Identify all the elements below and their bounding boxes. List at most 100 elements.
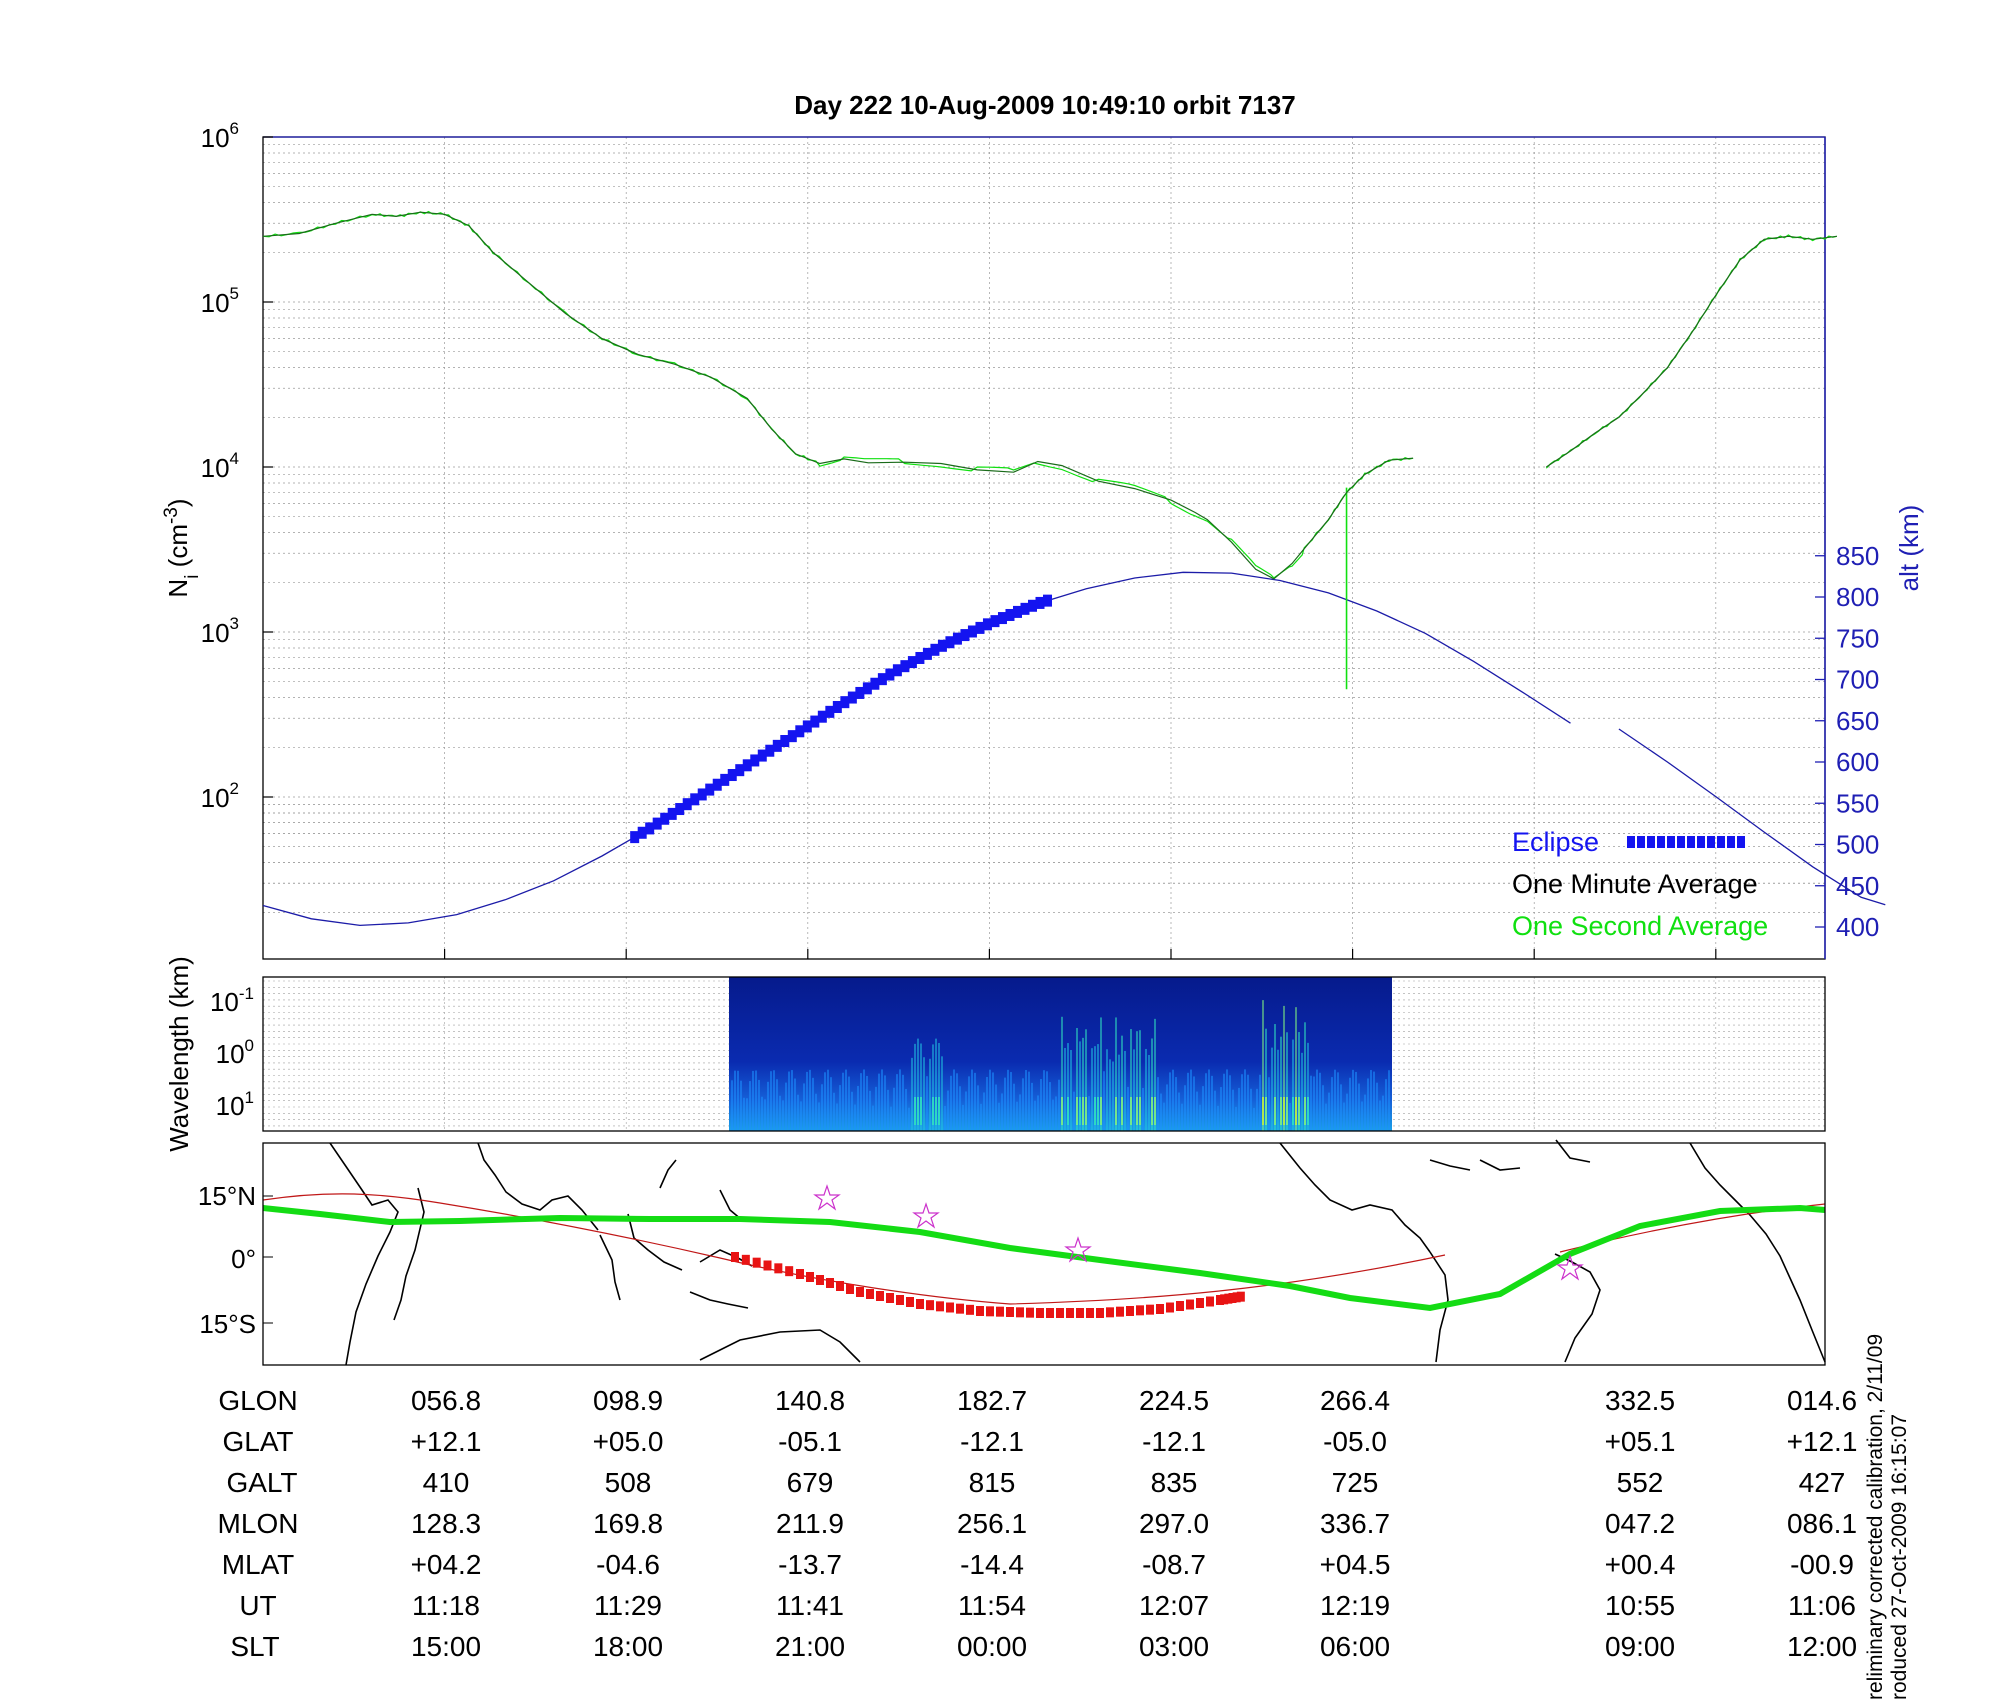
map-eclipse-marker	[1236, 1291, 1245, 1302]
spec-streak	[1337, 1072, 1339, 1131]
spec-streak	[950, 1075, 952, 1131]
station-star-3	[1064, 1236, 1092, 1263]
eclipse-marker	[787, 730, 797, 743]
left-tick-label: 102	[201, 779, 239, 813]
spec-streak	[1334, 1069, 1336, 1131]
spec-streak	[1385, 1079, 1387, 1131]
spec-streak	[1133, 1049, 1135, 1131]
table-cell: 128.3	[411, 1508, 481, 1539]
eclipse-marker	[930, 643, 940, 656]
eclipse-marker	[825, 705, 835, 718]
table-cell: -08.7	[1142, 1549, 1206, 1580]
eclipse-marker	[870, 677, 880, 690]
legend-eclipse-marker	[1687, 836, 1695, 848]
table-cell: +12.1	[411, 1426, 482, 1457]
spec-streak	[965, 1091, 967, 1131]
spec-streak	[1073, 1091, 1075, 1131]
eclipse-marker	[637, 826, 647, 839]
spec-streak	[920, 1043, 922, 1131]
legend-eclipse-label: Eclipse	[1512, 827, 1599, 857]
spec-streak	[1100, 1017, 1102, 1131]
station-star-1	[813, 1184, 841, 1211]
one-minute-average-line	[262, 211, 1414, 580]
eclipse-marker	[967, 625, 977, 638]
spec-streak	[1277, 1049, 1279, 1131]
spectrogram-streaks	[731, 1000, 1390, 1131]
spec-streak	[914, 1043, 916, 1131]
spec-streak	[1361, 1101, 1363, 1131]
map-eclipse-marker	[1136, 1305, 1144, 1316]
map-eclipse-marker	[1156, 1304, 1164, 1314]
map-eclipse-marker	[1206, 1296, 1214, 1307]
map-eclipse-marker	[731, 1252, 739, 1262]
spec-streak	[932, 1044, 934, 1131]
spec-streak	[1181, 1103, 1183, 1131]
spec-streak	[1289, 1103, 1291, 1131]
spec-streak	[857, 1085, 859, 1131]
table-cell: 15:00	[411, 1631, 481, 1662]
spec-streak	[779, 1095, 781, 1131]
one-second-average-line	[262, 210, 1414, 579]
spec-streak	[1205, 1073, 1207, 1131]
spec-hot	[1304, 1097, 1306, 1125]
spec-streak	[908, 1107, 910, 1131]
eclipse-marker	[915, 651, 925, 664]
spec-hot	[1295, 1097, 1297, 1125]
eclipse-marker	[712, 778, 722, 791]
spec-streak	[1127, 1086, 1129, 1131]
spec-tick-1: 101	[216, 1088, 254, 1121]
spec-streak	[977, 1085, 979, 1131]
eclipse-marker	[937, 639, 947, 652]
eclipse-marker	[652, 817, 662, 830]
spec-streak	[1175, 1077, 1177, 1131]
spec-streak	[923, 1057, 925, 1131]
spec-streak	[917, 1038, 919, 1131]
spec-streak	[1178, 1092, 1180, 1131]
right-tick-label: 500	[1836, 830, 1879, 860]
spec-streak	[1295, 1007, 1297, 1131]
spec-streak	[1376, 1082, 1378, 1131]
spec-streak	[899, 1069, 901, 1131]
spec-streak	[812, 1077, 814, 1131]
eclipse-marker	[840, 696, 850, 709]
spec-streak	[1316, 1069, 1318, 1131]
station-star-4	[1556, 1254, 1584, 1281]
spec-streak	[983, 1092, 985, 1131]
spec-streak	[1169, 1072, 1171, 1131]
spec-streak	[1097, 1044, 1099, 1131]
table-cell: 224.5	[1139, 1385, 1209, 1416]
spec-hot	[914, 1097, 916, 1125]
spec-streak	[782, 1100, 784, 1131]
spec-streak	[890, 1106, 892, 1131]
eclipse-marker	[975, 621, 985, 634]
spec-hot	[938, 1097, 940, 1125]
eclipse-marker	[982, 618, 992, 631]
spec-streak	[785, 1082, 787, 1131]
spec-streak	[1025, 1069, 1027, 1131]
spec-streak	[1217, 1105, 1219, 1131]
spec-streak	[1028, 1071, 1030, 1131]
eclipse-marker	[1027, 599, 1037, 612]
table-cell: +00.4	[1605, 1549, 1676, 1580]
map-eclipse-marker	[856, 1287, 864, 1297]
table-row-label: UT	[239, 1590, 276, 1621]
spec-streak	[1037, 1095, 1039, 1131]
spec-streak	[1301, 1052, 1303, 1131]
eclipse-marker	[757, 749, 767, 762]
map-eclipse-marker	[1166, 1302, 1174, 1313]
map-eclipse-marker	[946, 1302, 954, 1313]
spec-streak	[1265, 1028, 1267, 1131]
spec-streak	[1157, 1077, 1159, 1131]
eclipse-marker	[1005, 608, 1015, 621]
spec-hot	[1094, 1097, 1096, 1125]
eclipse-marker	[660, 812, 670, 825]
spec-streak	[1346, 1093, 1348, 1131]
spec-streak	[1040, 1078, 1042, 1131]
spec-streak	[761, 1096, 763, 1131]
eclipse-marker	[772, 739, 782, 752]
map-eclipse-marker	[741, 1254, 750, 1265]
spec-streak	[1235, 1106, 1237, 1131]
left-axis-ticks: 102 103 104 105 106	[201, 119, 273, 813]
map-eclipse-marker	[876, 1291, 884, 1301]
